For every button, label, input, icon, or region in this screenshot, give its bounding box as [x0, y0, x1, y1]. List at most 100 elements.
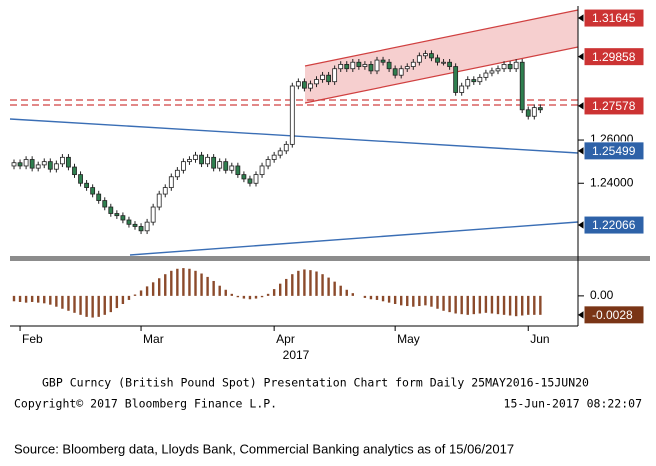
candle-body	[483, 72, 489, 78]
osc-bar	[272, 289, 276, 296]
osc-bar	[182, 268, 185, 296]
price-label-box	[583, 305, 645, 325]
candle-body	[193, 154, 198, 160]
candle-body	[374, 59, 380, 72]
price-label: 1.22066	[592, 218, 636, 232]
candle-body	[404, 66, 410, 70]
candle-body	[102, 200, 108, 208]
osc-bar	[393, 295, 397, 304]
candle-body	[435, 57, 440, 63]
candle-body	[320, 74, 325, 80]
price-label-box	[583, 47, 645, 67]
osc-bar	[194, 270, 197, 296]
osc-bar	[502, 295, 506, 315]
candle-body	[301, 81, 307, 89]
candle-body	[35, 164, 41, 169]
candle-body	[60, 156, 65, 165]
candle-body	[72, 166, 77, 176]
osc-bar	[254, 295, 258, 299]
candle-body	[53, 163, 59, 170]
osc-bar	[218, 285, 221, 296]
osc-bar	[133, 294, 137, 296]
osc-bar	[43, 295, 46, 304]
osc-bar	[91, 295, 94, 318]
osc-bar	[514, 295, 518, 317]
candle-body	[132, 223, 138, 227]
price-label-box	[583, 215, 645, 235]
osc-bar	[508, 295, 512, 316]
timestamp: 15-Jun-2017 08:22:07	[504, 397, 643, 411]
osc-bar	[49, 295, 52, 305]
label-pointer	[578, 14, 584, 23]
price-label-box	[583, 8, 645, 28]
candle-body	[495, 68, 501, 72]
source-note: Source: Bloomberg data, Lloyds Bank, Com…	[14, 441, 514, 456]
candle-body	[96, 193, 102, 201]
trend-line	[129, 221, 579, 256]
candle-body	[531, 107, 537, 117]
candle-body	[422, 53, 428, 57]
candle-body	[90, 187, 96, 195]
candle-body	[459, 85, 465, 93]
candle-body	[507, 64, 513, 70]
osc-bar	[484, 295, 488, 313]
candle-body	[283, 143, 289, 152]
price-label: 1.25499	[592, 144, 636, 158]
candle-body	[41, 161, 47, 166]
osc-bar	[266, 293, 270, 296]
osc-bar	[109, 295, 112, 313]
osc-bar	[406, 295, 409, 307]
osc-bar	[30, 295, 34, 302]
candle-body	[416, 55, 422, 63]
candle-body	[23, 159, 29, 167]
osc-bar	[297, 270, 300, 296]
candle-body	[199, 154, 204, 165]
copyright: Copyright© 2017 Bloomberg Finance L.P.	[14, 397, 277, 411]
candle-body	[398, 68, 404, 76]
osc-bar	[363, 295, 367, 298]
osc-bar	[139, 290, 143, 296]
osc-bar	[176, 268, 179, 296]
candle-body	[223, 161, 229, 171]
osc-bar	[79, 295, 82, 315]
candle-body	[162, 187, 168, 195]
candle-body	[277, 150, 283, 156]
osc-bar	[333, 281, 336, 296]
osc-bar	[424, 295, 427, 306]
osc-bar	[291, 274, 294, 296]
osc-bar	[206, 276, 209, 296]
osc-bar	[103, 295, 106, 315]
x-tick-label: Apr	[276, 332, 295, 346]
price-label: 1.29858	[592, 50, 636, 64]
candle-body	[108, 206, 114, 214]
osc-bar	[115, 295, 119, 309]
candle-body	[217, 161, 223, 169]
osc-bar	[230, 293, 233, 296]
osc-bar	[303, 269, 306, 296]
osc-bar	[339, 285, 342, 296]
candle-body	[211, 156, 217, 169]
candle-body	[241, 174, 247, 180]
candle-body	[205, 156, 211, 165]
candle-body	[338, 64, 344, 70]
candle-body	[17, 162, 23, 167]
candle-body	[229, 165, 235, 171]
candle-body	[501, 64, 507, 70]
candle-body	[356, 61, 362, 67]
osc-bar	[418, 295, 421, 307]
x-tick-label: Feb	[22, 332, 43, 346]
osc-bar	[345, 289, 348, 296]
channel-upper	[304, 9, 579, 67]
price-label-box	[583, 96, 645, 116]
osc-bar	[151, 282, 155, 296]
candle-body	[271, 154, 277, 160]
osc-bar	[73, 295, 76, 313]
candle-body	[168, 176, 174, 188]
candle-body	[368, 64, 374, 72]
osc-bar	[242, 295, 246, 299]
panel-separator	[10, 256, 650, 261]
osc-bar	[521, 295, 524, 316]
osc-bar	[61, 295, 64, 309]
osc-bar	[145, 286, 149, 296]
candle-body	[289, 85, 295, 145]
